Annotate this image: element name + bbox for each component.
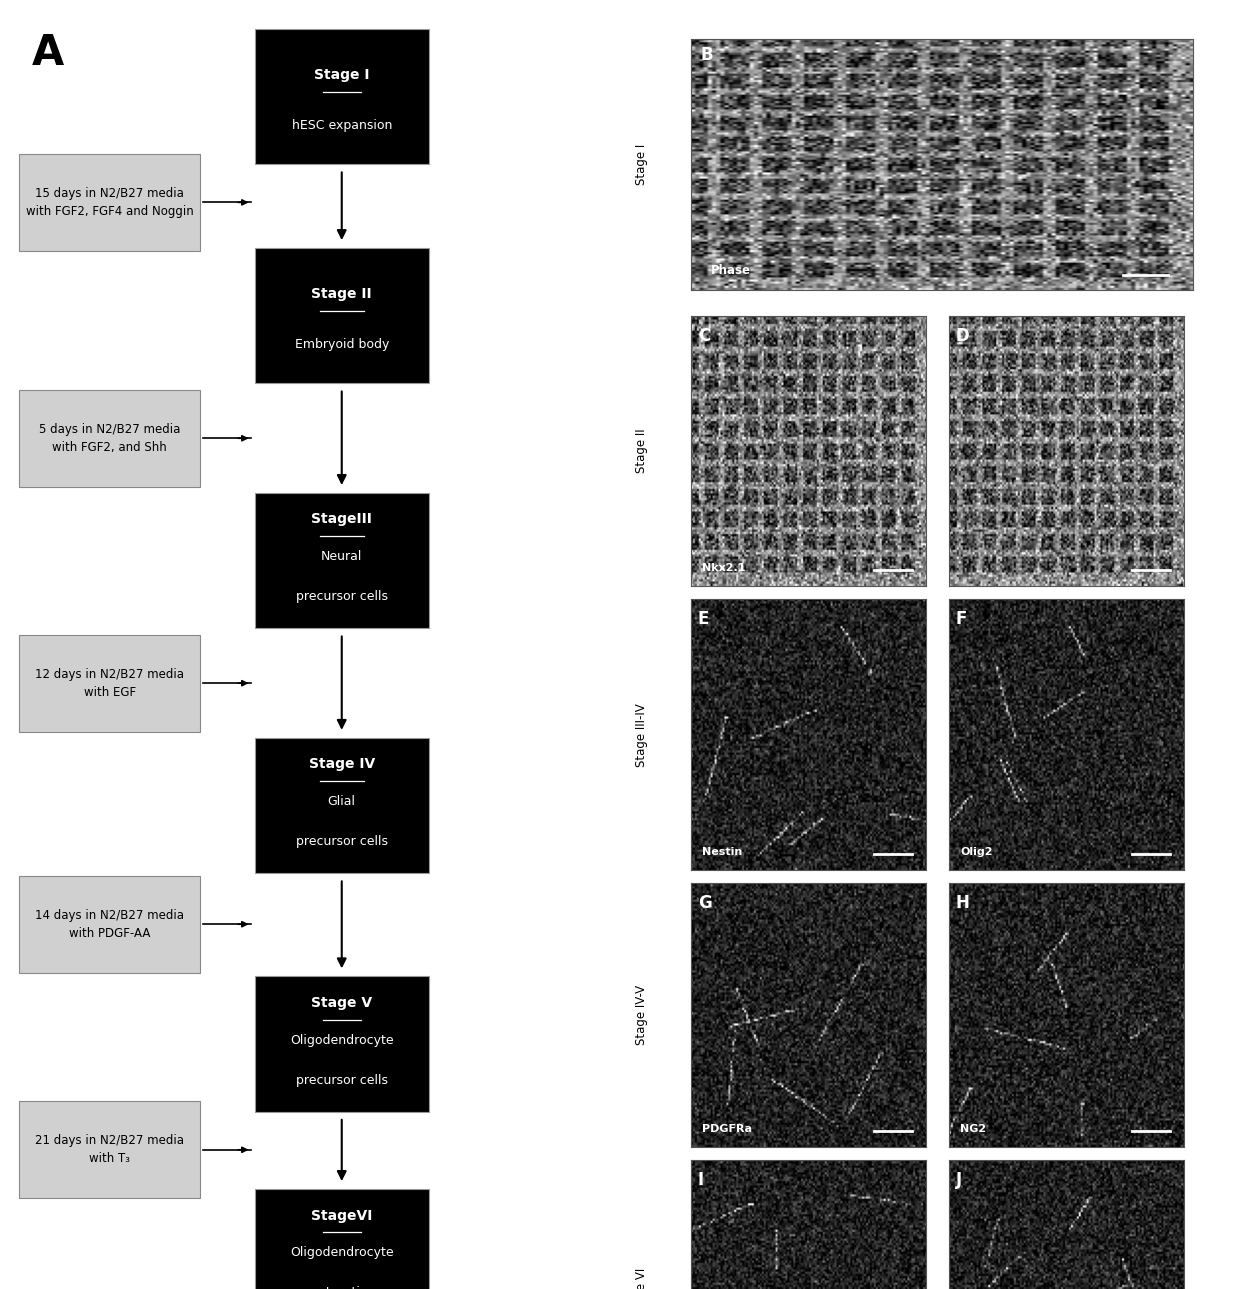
Text: 14 days in N2/B27 media
with PDGF-AA: 14 days in N2/B27 media with PDGF-AA	[35, 909, 184, 940]
Text: F: F	[956, 610, 967, 628]
Text: Phase: Phase	[711, 264, 750, 277]
Text: Stage III-IV: Stage III-IV	[635, 703, 649, 767]
Text: Embryoid body: Embryoid body	[295, 338, 389, 351]
Text: Neural: Neural	[321, 550, 362, 563]
Text: Nkx2.1: Nkx2.1	[702, 563, 746, 572]
Text: precursor cells: precursor cells	[296, 590, 388, 603]
Text: A: A	[32, 32, 64, 75]
Text: C: C	[698, 326, 711, 344]
Text: Glial: Glial	[327, 795, 356, 808]
Text: StageVI: StageVI	[311, 1209, 372, 1222]
Text: Stage V: Stage V	[311, 996, 372, 1009]
Text: 21 days in N2/B27 media
with T₃: 21 days in N2/B27 media with T₃	[35, 1134, 184, 1165]
Text: Stage II: Stage II	[311, 287, 372, 300]
Text: Oligodendrocyte: Oligodendrocyte	[290, 1034, 393, 1047]
Text: Stage I: Stage I	[635, 143, 649, 186]
FancyBboxPatch shape	[254, 247, 429, 384]
Text: Olig2: Olig2	[960, 847, 993, 857]
Text: Stage IV: Stage IV	[309, 758, 374, 771]
Text: Stage VI: Stage VI	[635, 1267, 649, 1289]
Text: D: D	[956, 326, 970, 344]
Text: I: I	[698, 1170, 704, 1188]
Text: 15 days in N2/B27 media
with FGF2, FGF4 and Noggin: 15 days in N2/B27 media with FGF2, FGF4 …	[26, 187, 193, 218]
FancyBboxPatch shape	[254, 30, 429, 164]
Text: Stage IV-V: Stage IV-V	[635, 985, 649, 1045]
FancyBboxPatch shape	[20, 877, 200, 973]
Text: Nestin: Nestin	[702, 847, 743, 857]
Text: NG2: NG2	[960, 1124, 987, 1134]
Text: precursor cells: precursor cells	[296, 835, 388, 848]
Text: Oligodendrocyte: Oligodendrocyte	[290, 1246, 393, 1259]
Text: hESC expansion: hESC expansion	[291, 119, 392, 131]
FancyBboxPatch shape	[254, 977, 429, 1111]
FancyBboxPatch shape	[254, 494, 429, 629]
Text: J: J	[956, 1170, 962, 1188]
Text: 5 days in N2/B27 media
with FGF2, and Shh: 5 days in N2/B27 media with FGF2, and Sh…	[38, 423, 180, 454]
FancyBboxPatch shape	[20, 635, 200, 732]
Text: Stage II: Stage II	[635, 429, 649, 473]
Text: PDGFRa: PDGFRa	[702, 1124, 753, 1134]
FancyBboxPatch shape	[254, 737, 429, 874]
Text: Stage I: Stage I	[314, 68, 370, 81]
Text: precursor cells: precursor cells	[296, 1074, 388, 1087]
FancyBboxPatch shape	[20, 1101, 200, 1199]
Text: 12 days in N2/B27 media
with EGF: 12 days in N2/B27 media with EGF	[35, 668, 184, 699]
Text: B: B	[701, 46, 713, 64]
Text: maturation: maturation	[308, 1286, 377, 1289]
FancyBboxPatch shape	[20, 389, 200, 486]
Text: G: G	[698, 893, 712, 911]
FancyBboxPatch shape	[254, 1188, 429, 1289]
FancyBboxPatch shape	[20, 153, 200, 250]
Text: E: E	[698, 610, 709, 628]
Text: H: H	[956, 893, 970, 911]
Text: StageIII: StageIII	[311, 513, 372, 526]
